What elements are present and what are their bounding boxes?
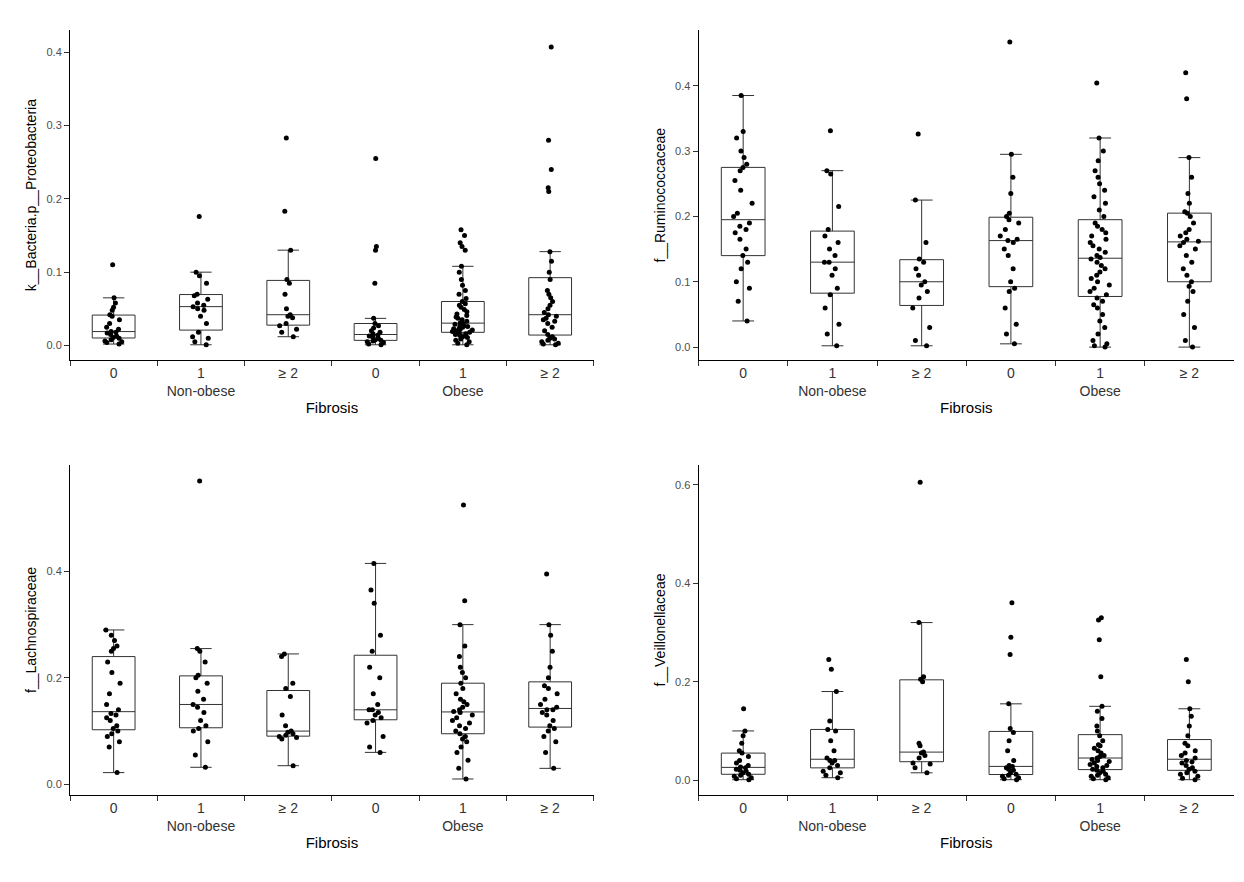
svg-text:0.2: 0.2 [47,672,62,684]
svg-text:0: 0 [1007,365,1015,381]
svg-text:0.3: 0.3 [675,145,690,157]
svg-text:1: 1 [829,800,837,816]
svg-text:Fibrosis: Fibrosis [940,834,993,851]
svg-text:0.4: 0.4 [47,46,62,58]
svg-text:0: 0 [372,800,380,816]
svg-text:≥ 2: ≥ 2 [1180,365,1200,381]
svg-text:≥ 2: ≥ 2 [279,365,299,381]
svg-text:0.0: 0.0 [675,341,690,353]
svg-text:Fibrosis: Fibrosis [306,399,359,416]
svg-text:0: 0 [739,365,747,381]
svg-text:Fibrosis: Fibrosis [306,834,359,851]
svg-text:f__Lachnospiraceae: f__Lachnospiraceae [23,567,39,693]
svg-text:0: 0 [110,800,118,816]
svg-text:0.2: 0.2 [675,676,690,688]
svg-text:≥ 2: ≥ 2 [279,800,299,816]
svg-text:Non-obese: Non-obese [167,383,236,399]
svg-text:0.2: 0.2 [675,210,690,222]
svg-text:Non-obese: Non-obese [798,818,867,834]
svg-text:≥ 2: ≥ 2 [540,365,560,381]
svg-text:0.0: 0.0 [47,339,62,351]
svg-text:0: 0 [110,365,118,381]
svg-text:1: 1 [459,365,467,381]
svg-text:0.0: 0.0 [675,774,690,786]
svg-text:Fibrosis: Fibrosis [940,399,993,416]
svg-text:0.4: 0.4 [675,577,690,589]
svg-text:1: 1 [1096,800,1104,816]
svg-text:1: 1 [197,800,205,816]
svg-text:1: 1 [459,800,467,816]
svg-text:0: 0 [1007,800,1015,816]
svg-text:0.3: 0.3 [47,119,62,131]
svg-text:f__Veillonellaceae: f__Veillonellaceae [652,573,668,686]
svg-text:Non-obese: Non-obese [798,383,867,399]
svg-text:0.1: 0.1 [47,266,62,278]
svg-text:≥ 2: ≥ 2 [1180,800,1200,816]
svg-text:≥ 2: ≥ 2 [912,800,932,816]
svg-text:f__Ruminococcaceae: f__Ruminococcaceae [652,128,668,263]
svg-text:Obese: Obese [1080,383,1121,399]
svg-text:0.6: 0.6 [675,479,690,491]
svg-text:0.4: 0.4 [675,80,690,92]
svg-text:0.1: 0.1 [675,276,690,288]
svg-text:0.4: 0.4 [47,565,62,577]
svg-text:k__Bacteria.p__Proteobacteria: k__Bacteria.p__Proteobacteria [23,99,39,291]
svg-text:≥ 2: ≥ 2 [912,365,932,381]
svg-text:1: 1 [829,365,837,381]
svg-text:1: 1 [197,365,205,381]
svg-text:Non-obese: Non-obese [167,818,236,834]
svg-text:0.2: 0.2 [47,193,62,205]
svg-text:1: 1 [1096,365,1104,381]
svg-text:0: 0 [372,365,380,381]
svg-text:≥ 2: ≥ 2 [540,800,560,816]
svg-text:0.0: 0.0 [47,778,62,790]
svg-text:Obese: Obese [1080,818,1121,834]
svg-text:Obese: Obese [442,818,483,834]
svg-text:0: 0 [739,800,747,816]
svg-text:Obese: Obese [442,383,483,399]
